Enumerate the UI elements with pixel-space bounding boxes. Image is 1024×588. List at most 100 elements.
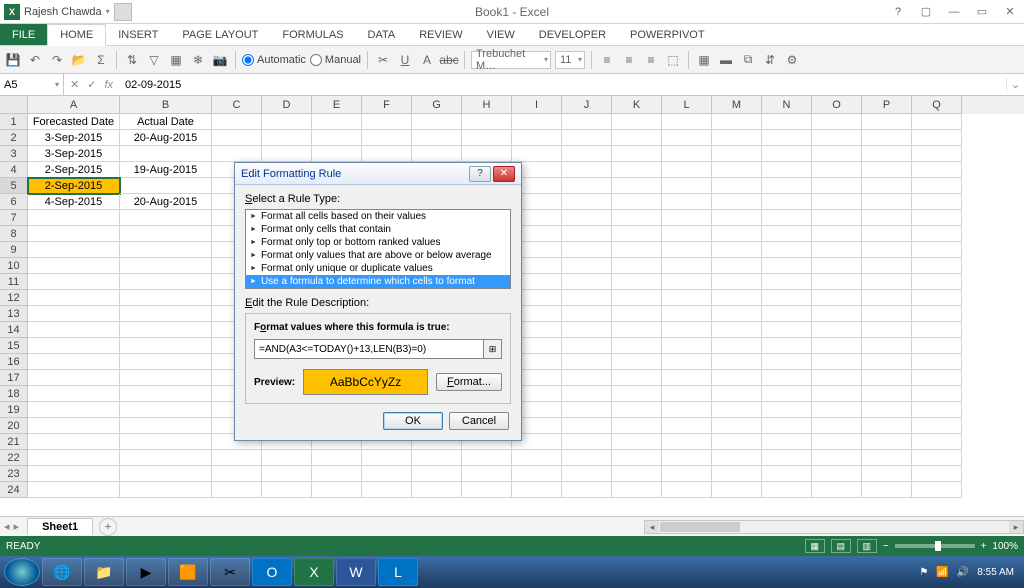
cell[interactable] [612,258,662,274]
cell[interactable] [712,178,762,194]
cell[interactable] [912,114,962,130]
dialog-help-icon[interactable]: ? [469,166,491,182]
column-header-N[interactable]: N [762,96,812,114]
cell[interactable] [862,194,912,210]
cell[interactable] [562,434,612,450]
font-name-combo[interactable]: Trebuchet M… [471,51,551,69]
row-header[interactable]: 19 [0,402,28,418]
cell[interactable] [662,466,712,482]
sort-icon[interactable]: ⇅ [123,51,141,69]
cell[interactable] [662,226,712,242]
cell[interactable] [862,402,912,418]
cell[interactable] [862,370,912,386]
user-account[interactable]: Rajesh Chawda ▾ [24,3,132,21]
cell[interactable] [912,306,962,322]
settings-icon[interactable]: ⚙ [783,51,801,69]
cell[interactable] [712,210,762,226]
cell[interactable]: 2-Sep-2015 [28,162,120,178]
cell[interactable] [762,354,812,370]
fill-color-icon[interactable]: ▬ [717,51,735,69]
select-all-corner[interactable] [0,96,28,114]
help-icon[interactable]: ? [884,2,912,22]
cell[interactable] [262,466,312,482]
cell[interactable] [120,322,212,338]
cell[interactable] [120,290,212,306]
cell[interactable] [612,482,662,498]
cell[interactable] [862,306,912,322]
cell[interactable] [912,354,962,370]
minimize-icon[interactable]: — [940,2,968,22]
cell[interactable] [412,146,462,162]
cell[interactable] [120,386,212,402]
cell[interactable] [762,306,812,322]
cell[interactable] [512,482,562,498]
zoom-out-icon[interactable]: − [883,541,889,552]
cell[interactable] [812,178,862,194]
group-icon[interactable]: ⧉ [739,51,757,69]
column-header-J[interactable]: J [562,96,612,114]
cell[interactable] [562,114,612,130]
cell[interactable] [312,114,362,130]
tray-flag-icon[interactable]: ⚑ [919,567,928,578]
row-header[interactable]: 6 [0,194,28,210]
redo-icon[interactable]: ↷ [48,51,66,69]
taskbar-ie-icon[interactable]: 🌐 [42,558,82,586]
cell[interactable]: 19-Aug-2015 [120,162,212,178]
enter-formula-icon[interactable]: ✓ [87,78,96,91]
cell[interactable] [562,450,612,466]
cell[interactable] [862,434,912,450]
ribbon-tab-home[interactable]: HOME [47,24,106,46]
cell[interactable] [28,322,120,338]
row-header[interactable]: 1 [0,114,28,130]
cell[interactable] [812,306,862,322]
cell[interactable] [562,370,612,386]
cell[interactable] [662,258,712,274]
cell[interactable] [812,338,862,354]
taskbar-snip-icon[interactable]: ✂ [210,558,250,586]
column-header-F[interactable]: F [362,96,412,114]
merge-icon[interactable]: ⬚ [664,51,682,69]
cell[interactable] [462,450,512,466]
cell[interactable] [612,226,662,242]
cell[interactable] [812,274,862,290]
column-header-D[interactable]: D [262,96,312,114]
cell[interactable] [812,466,862,482]
cell[interactable] [262,130,312,146]
cell[interactable] [762,178,812,194]
cell[interactable] [120,466,212,482]
cell[interactable] [262,146,312,162]
cell[interactable] [662,130,712,146]
cell[interactable] [862,338,912,354]
cell[interactable] [362,466,412,482]
row-header[interactable]: 15 [0,338,28,354]
ribbon-tab-view[interactable]: VIEW [475,24,527,45]
cell[interactable] [662,290,712,306]
cell[interactable] [812,450,862,466]
strike-icon[interactable]: abc [440,51,458,69]
cell[interactable] [28,290,120,306]
cell[interactable] [562,466,612,482]
cell[interactable]: 4-Sep-2015 [28,194,120,210]
cell[interactable] [562,482,612,498]
ribbon-tab-developer[interactable]: DEVELOPER [527,24,618,45]
cell[interactable] [912,178,962,194]
cell[interactable] [662,242,712,258]
cell[interactable] [612,242,662,258]
cell[interactable] [762,146,812,162]
cell[interactable] [562,290,612,306]
cell[interactable] [28,258,120,274]
cell[interactable] [612,338,662,354]
dialog-titlebar[interactable]: Edit Formatting Rule ? ✕ [235,163,521,185]
cell[interactable] [462,114,512,130]
cell[interactable] [912,258,962,274]
cell[interactable] [412,130,462,146]
horizontal-scrollbar[interactable]: ◂▸ [644,520,1024,534]
cell[interactable] [612,194,662,210]
cell[interactable]: 3-Sep-2015 [28,146,120,162]
cell[interactable] [312,466,362,482]
column-header-O[interactable]: O [812,96,862,114]
cell[interactable] [462,146,512,162]
row-header[interactable]: 22 [0,450,28,466]
row-header[interactable]: 16 [0,354,28,370]
rule-type-option[interactable]: Format all cells based on their values [246,210,510,223]
